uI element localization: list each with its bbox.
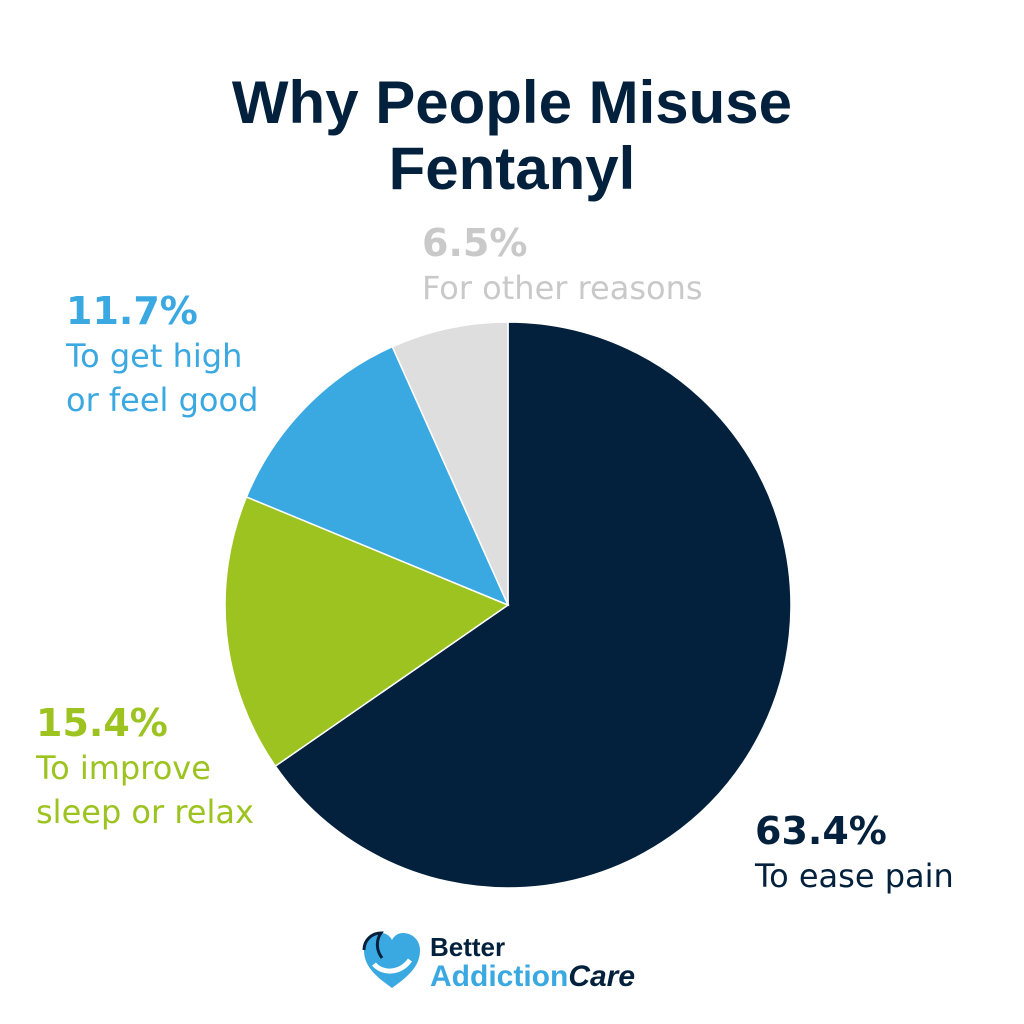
pie-slice	[274, 321, 792, 889]
category-label: To get high or feel good	[66, 337, 259, 419]
value-label: 15.4%	[36, 701, 168, 745]
chart-title: Why People Misuse Fentanyl	[231, 69, 793, 202]
slice-label: 15.4% To improve sleep or relax	[36, 700, 296, 834]
value-label: 6.5%	[422, 221, 528, 265]
logo-text: Care	[568, 960, 636, 993]
value-label: 63.4%	[755, 809, 887, 853]
category-label: To improve sleep or relax	[36, 749, 254, 831]
category-label: For other reasons	[422, 269, 703, 307]
logo-text: Addiction	[430, 960, 569, 993]
logo-text: Better	[430, 932, 506, 962]
logo-text: AddictionCare	[430, 960, 635, 994]
category-label: To ease pain	[755, 857, 954, 895]
slice-label: 6.5% For other reasons	[422, 220, 742, 310]
logo-heart	[362, 931, 420, 988]
slice-label: 63.4% To ease pain	[755, 808, 995, 898]
slice-label: 11.7% To get high or feel good	[66, 288, 276, 422]
pie-slice	[224, 495, 510, 768]
pie-slice	[245, 345, 510, 607]
value-label: 11.7%	[66, 289, 198, 333]
pie-slice	[391, 321, 509, 606]
